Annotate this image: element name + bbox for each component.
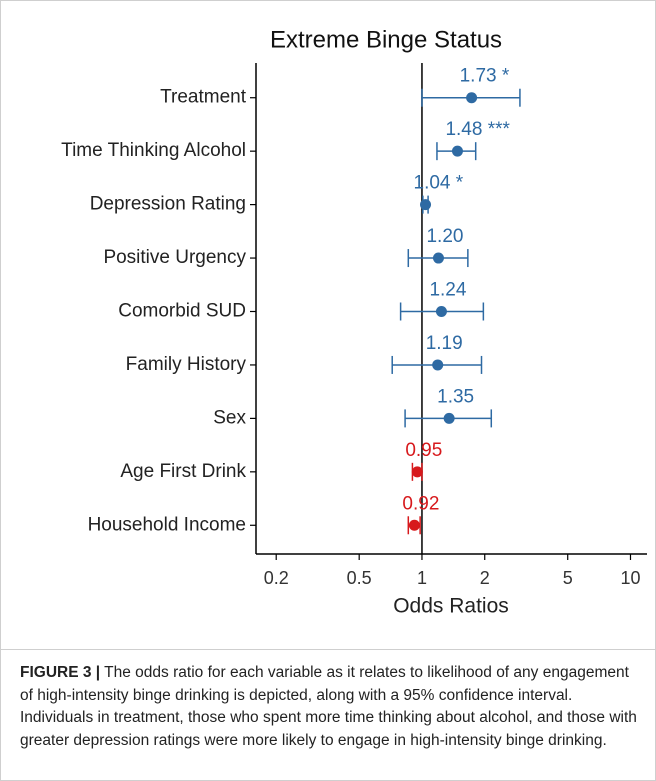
chart-title: Extreme Binge Status [270,26,502,53]
data-label: 1.04 * [414,173,464,194]
x-axis-title: Odds Ratios [393,595,509,618]
y-tick-label: Positive Urgency [103,247,246,268]
x-tick-label: 0.5 [347,568,372,588]
data-label: 0.92 [402,493,439,514]
y-tick-label: Time Thinking Alcohol [61,140,246,161]
y-tick-label: Family History [126,354,247,375]
chart: Extreme Binge Status Odds Ratios 0.2 0.5 1… [61,26,647,618]
point [443,412,455,424]
data-label: 1.20 [426,226,463,247]
point [432,359,444,371]
caption-label: FIGURE 3 | [20,664,101,681]
data-label: 1.73 * [460,66,510,87]
point [451,145,463,157]
x-tick-label: 0.2 [264,568,289,588]
y-tick-label: Sex [213,407,246,428]
data-label: 1.48 *** [445,119,510,140]
y-tick-label: Household Income [88,514,246,535]
data-label: 1.24 [429,280,466,301]
data-label: 0.95 [405,440,442,461]
caption-text: The odds ratio for each variable as it r… [20,664,637,749]
point [435,306,447,317]
point [432,252,444,264]
y-tick-label: Depression Rating [90,194,246,215]
point [420,199,432,211]
point [408,519,420,531]
y-tick-label: Treatment [160,87,247,108]
caption: FIGURE 3 | The odds ratio for each varia… [1,649,655,752]
data-label: 1.19 [426,333,463,354]
x-tick-label: 10 [620,568,640,588]
y-tick-label: Age First Drink [120,461,246,482]
x-tick-label: 1 [417,568,427,588]
point [411,466,423,478]
x-tick-label: 2 [480,568,490,588]
data-label: 1.35 [437,386,474,407]
y-tick-label: Comorbid SUD [118,301,246,322]
point [466,92,478,104]
x-tick-label: 5 [563,568,573,588]
